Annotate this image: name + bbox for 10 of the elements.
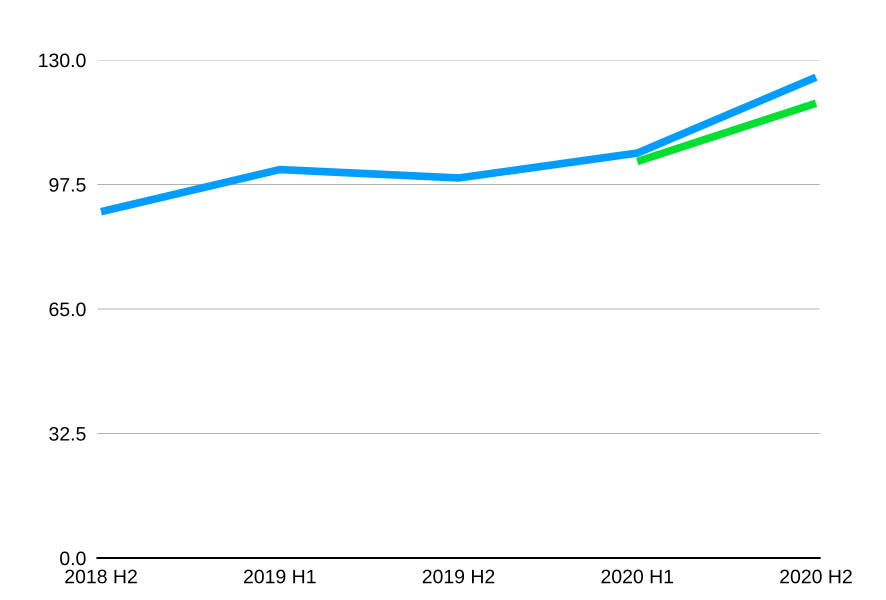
x-tick-label: 2019 H2	[422, 570, 494, 584]
x-tick-label: 2020 H1	[601, 570, 674, 584]
y-tick-label: 97.5	[49, 178, 86, 192]
y-tick-label: 0.0	[60, 551, 86, 566]
y-tick-label: 130.0	[39, 53, 86, 68]
y-tick-label: 32.5	[49, 426, 86, 441]
x-tick-label: 2019 H1	[244, 570, 316, 584]
x-tick-label: 2020 H2	[780, 570, 852, 584]
x-tick-label: 2018 H2	[65, 570, 137, 584]
y-tick-label: 65.0	[49, 302, 86, 316]
